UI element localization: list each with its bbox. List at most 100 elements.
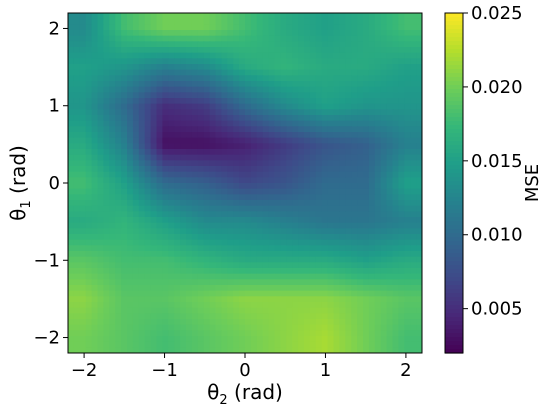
heatmap-cell — [280, 307, 287, 314]
colorbar-segment — [445, 241, 463, 246]
heatmap-cell — [191, 268, 199, 275]
heatmap-cell — [292, 126, 299, 133]
colorbar-segment — [445, 249, 463, 254]
heatmap-cell — [91, 183, 99, 190]
heatmap-cell — [339, 149, 346, 156]
heatmap-cell — [144, 222, 152, 229]
colorbar-segment — [445, 121, 463, 126]
heatmap-cell — [85, 336, 93, 343]
heatmap-cell — [144, 13, 152, 20]
heatmap-cell — [262, 171, 270, 178]
heatmap-cell — [209, 103, 217, 110]
heatmap-cell — [333, 217, 340, 224]
colorbar-segment — [445, 297, 463, 302]
heatmap-cell — [274, 302, 281, 309]
heatmap-cell — [103, 86, 110, 93]
heatmap-cell — [197, 194, 205, 201]
heatmap-cell — [404, 341, 411, 348]
heatmap-cell — [79, 75, 87, 82]
heatmap-cell — [268, 154, 276, 161]
heatmap-cell — [304, 171, 311, 178]
heatmap-cell — [121, 245, 128, 252]
heatmap-cell — [292, 256, 299, 263]
heatmap-cell — [186, 330, 193, 337]
heatmap-cell — [363, 205, 370, 212]
heatmap-cell — [357, 160, 364, 167]
heatmap-cell — [180, 324, 187, 331]
heatmap-cell — [245, 296, 252, 303]
heatmap-cell — [115, 13, 122, 20]
heatmap-cell — [321, 222, 329, 229]
heatmap-cell — [109, 205, 116, 212]
heatmap-cell — [304, 35, 311, 42]
heatmap-cell — [168, 75, 175, 82]
heatmap-cell — [191, 137, 199, 144]
heatmap-cell — [286, 18, 293, 25]
heatmap-cell — [203, 200, 211, 207]
heatmap-cell — [239, 58, 246, 65]
heatmap-cell — [333, 171, 340, 178]
heatmap-cell — [298, 35, 305, 42]
heatmap-cell — [186, 75, 193, 82]
colorbar-segment — [445, 305, 463, 310]
heatmap-cell — [380, 52, 388, 59]
heatmap-cell — [215, 234, 222, 241]
heatmap-cell — [215, 330, 222, 337]
heatmap-cell — [227, 296, 234, 303]
heatmap-cell — [380, 41, 388, 48]
heatmap-cell — [174, 256, 181, 263]
heatmap-cell — [292, 132, 299, 139]
heatmap-cell — [410, 30, 417, 37]
heatmap-cell — [180, 341, 187, 348]
colorbar-segment — [445, 313, 463, 318]
heatmap-cell — [144, 251, 152, 258]
heatmap-cell — [298, 69, 305, 76]
heatmap-cell — [345, 75, 352, 82]
heatmap-cell — [138, 217, 146, 224]
heatmap-cell — [203, 30, 211, 37]
heatmap-cell — [315, 330, 323, 337]
heatmap-cell — [292, 347, 299, 353]
colorbar-segment — [445, 317, 463, 322]
heatmap-cell — [309, 52, 317, 59]
heatmap-cell — [91, 313, 99, 320]
heatmap-cell — [256, 285, 264, 292]
heatmap-cell — [197, 341, 205, 348]
heatmap-cell — [256, 319, 264, 326]
heatmap-cell — [215, 126, 222, 133]
heatmap-cell — [351, 319, 358, 326]
heatmap-cell — [298, 120, 305, 127]
heatmap-cell — [73, 98, 81, 105]
heatmap-cell — [180, 347, 187, 353]
heatmap-cell — [156, 47, 163, 54]
heatmap-cell — [127, 109, 134, 116]
heatmap-cell — [221, 13, 228, 20]
heatmap-cell — [392, 81, 399, 88]
heatmap-cell — [221, 92, 228, 99]
heatmap-cell — [357, 251, 364, 258]
heatmap-cell — [174, 228, 181, 235]
heatmap-cell — [262, 319, 270, 326]
heatmap-cell — [368, 296, 376, 303]
heatmap-cell — [268, 279, 276, 286]
heatmap-cell — [239, 279, 246, 286]
colorbar-segment — [445, 293, 463, 298]
heatmap-cell — [327, 92, 335, 99]
heatmap-cell — [309, 302, 317, 309]
heatmap-cell — [250, 251, 258, 258]
heatmap-cell — [233, 92, 240, 99]
heatmap-cell — [363, 228, 370, 235]
heatmap-cell — [109, 126, 116, 133]
heatmap-cell — [127, 245, 134, 252]
heatmap-cell — [398, 256, 405, 263]
heatmap-cell — [392, 149, 399, 156]
heatmap-cell — [339, 251, 346, 258]
heatmap-cell — [121, 115, 128, 122]
heatmap-cell — [256, 188, 264, 195]
heatmap-cell — [168, 188, 175, 195]
heatmap-cell — [127, 324, 134, 331]
heatmap-cell — [374, 205, 382, 212]
heatmap-cell — [168, 35, 175, 42]
heatmap-cell — [174, 30, 181, 37]
heatmap-cell — [380, 273, 388, 280]
